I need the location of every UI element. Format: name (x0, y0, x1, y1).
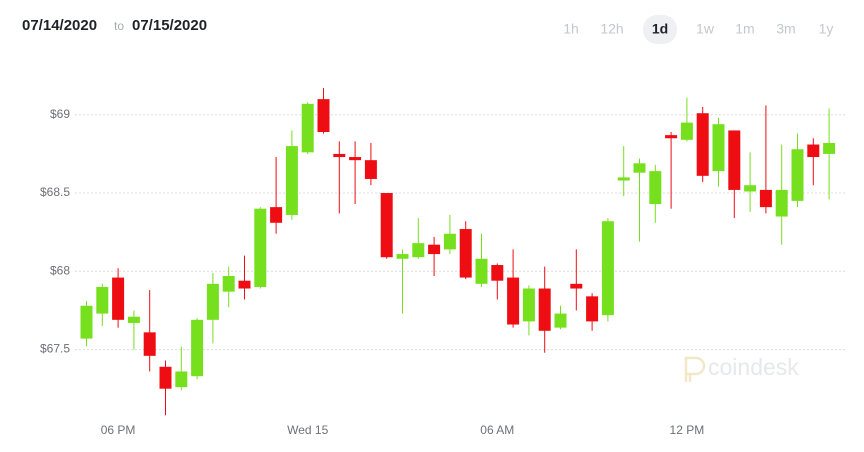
watermark: coindesk (684, 354, 799, 382)
candle-body (349, 157, 362, 161)
candle-body (728, 130, 741, 190)
y-tick-label: $68.5 (40, 185, 70, 199)
y-tick-label: $69 (50, 107, 70, 121)
candle-body (112, 277, 125, 320)
y-tick-label: $67.5 (40, 342, 70, 356)
candle-body (712, 124, 725, 172)
candle-body (570, 283, 583, 289)
range-button[interactable]: 12h (600, 21, 623, 37)
candle-body (759, 189, 772, 208)
range-button[interactable]: 1d (652, 21, 668, 37)
candle-body (601, 221, 614, 316)
x-tick-label: 06 AM (480, 423, 514, 437)
candle-body (96, 286, 109, 314)
candle-body (538, 288, 551, 331)
candle-body (222, 276, 235, 292)
candle-body (633, 163, 646, 173)
candle-body (270, 207, 283, 223)
candle-body (443, 233, 456, 250)
candle-body (317, 99, 330, 132)
candle-body (159, 366, 172, 389)
candle-body (554, 313, 567, 328)
candle-body (459, 229, 472, 278)
range-button[interactable]: 1y (819, 21, 834, 37)
candle-body (491, 265, 504, 281)
range-button[interactable]: 1w (696, 21, 715, 37)
candle-body (649, 171, 662, 204)
range-button[interactable]: 3m (776, 21, 795, 37)
candle-body (380, 193, 393, 258)
candle-body (412, 243, 425, 258)
candle-body (285, 146, 298, 215)
candle-body (807, 144, 820, 158)
candle-body (696, 113, 709, 176)
candle-body (333, 153, 346, 158)
candle-body (127, 316, 140, 323)
candle-body (301, 103, 314, 153)
candle-body (475, 258, 488, 284)
x-tick-label: 12 PM (670, 423, 705, 437)
range-button[interactable]: 1m (735, 21, 754, 37)
candle-body (775, 189, 788, 217)
range-button[interactable]: 1h (563, 21, 579, 37)
watermark-logo (684, 356, 706, 382)
candle-body (364, 160, 377, 179)
candle-body (823, 142, 836, 154)
candle-body (143, 332, 156, 356)
candle-body (396, 254, 409, 259)
y-tick-label: $68 (50, 263, 70, 277)
candle-body (665, 135, 678, 139)
candle-body (507, 277, 520, 325)
candle-body (206, 283, 219, 320)
x-tick-label: 06 PM (101, 423, 136, 437)
x-tick-label: Wed 15 (287, 423, 328, 437)
candle-body (175, 371, 188, 388)
end-date: 07/15/2020 (132, 17, 207, 34)
candle-body (522, 288, 535, 322)
candle-body (238, 280, 251, 289)
to-label: to (114, 19, 124, 33)
candle-body (617, 177, 630, 181)
selected-range-bg (643, 15, 677, 44)
candle-body (428, 244, 441, 255)
watermark-text: coindesk (708, 354, 799, 380)
candle-body (680, 122, 693, 140)
candle-body (586, 296, 599, 322)
candle-body (744, 185, 757, 192)
candle-body (191, 319, 204, 377)
candle-body (791, 149, 804, 201)
start-date: 07/14/2020 (22, 17, 97, 34)
candle-body (80, 305, 93, 339)
candle-body (254, 208, 267, 287)
